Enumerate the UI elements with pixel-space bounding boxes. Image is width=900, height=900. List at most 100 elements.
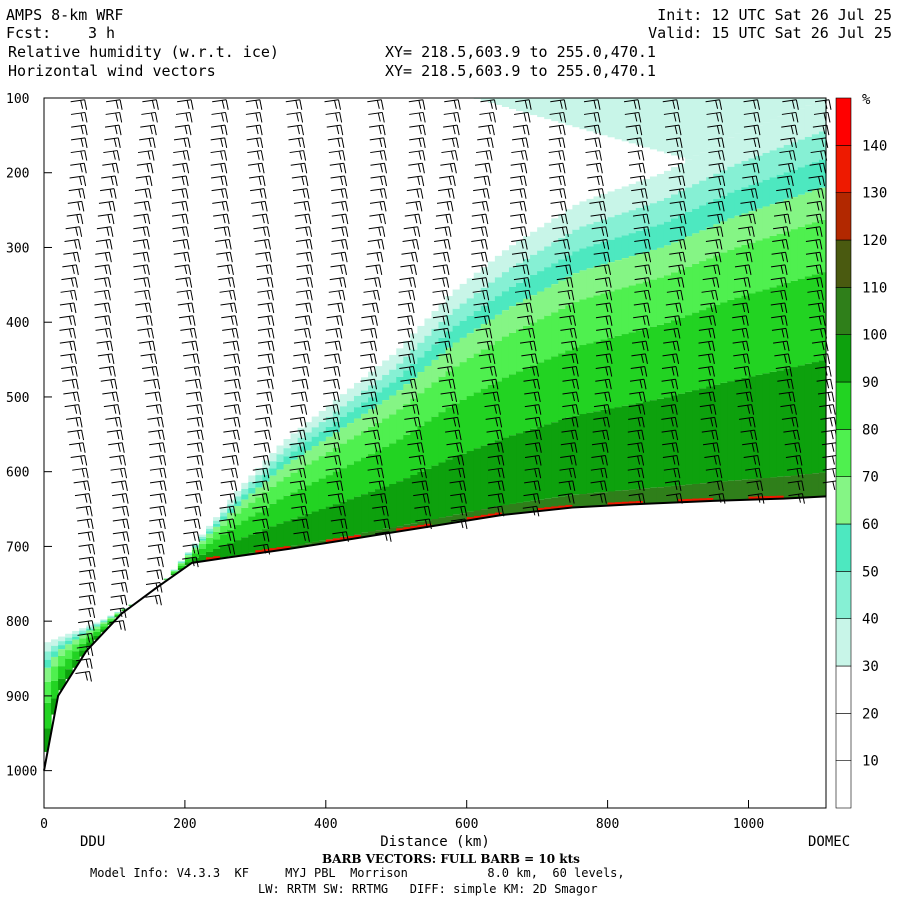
rh-cell xyxy=(776,174,785,202)
barb-flag xyxy=(822,315,826,326)
rh-cell xyxy=(776,98,785,117)
barb-flag xyxy=(520,150,524,160)
rh-cell xyxy=(276,469,285,482)
wind-barb xyxy=(103,150,120,161)
wind-barb xyxy=(135,175,153,187)
wind-barb xyxy=(95,327,113,339)
barb-flag xyxy=(88,557,92,567)
barb-flag xyxy=(225,252,229,262)
barb-flag xyxy=(569,264,573,276)
barb-flag xyxy=(194,493,198,503)
barb-shaft xyxy=(70,150,85,154)
barb-shaft xyxy=(742,162,758,166)
rh-cell xyxy=(396,409,404,440)
barb-flag xyxy=(529,341,533,351)
rh-cell xyxy=(86,628,94,631)
wind-barb xyxy=(552,226,569,237)
barb-flag xyxy=(520,239,524,249)
barb-flag xyxy=(414,252,418,263)
barb-shaft xyxy=(590,213,605,217)
rh-cell xyxy=(649,400,658,488)
barb-flag xyxy=(409,379,413,389)
barb-flag xyxy=(304,506,308,517)
rh-cell xyxy=(727,137,736,167)
barb-flag xyxy=(111,213,115,225)
barb-flag xyxy=(80,213,84,225)
barb-shaft xyxy=(147,556,162,560)
barb-flag xyxy=(418,213,422,225)
rh-cell xyxy=(389,484,397,528)
rh-cell xyxy=(635,207,644,231)
barb-flag xyxy=(337,303,341,313)
barb-flag xyxy=(300,163,304,173)
wind-barb xyxy=(632,200,649,212)
barb-flag xyxy=(69,341,73,351)
barb-flag xyxy=(415,391,419,403)
barb-shaft xyxy=(433,251,448,255)
wind-barb xyxy=(525,429,542,441)
rh-cell xyxy=(459,362,468,400)
barb-shaft xyxy=(97,353,112,357)
barb-shaft xyxy=(257,315,272,319)
barb-shaft xyxy=(70,137,86,141)
rh-cell xyxy=(403,434,411,479)
barb-shaft xyxy=(770,289,785,293)
wind-barb xyxy=(137,150,155,161)
wind-barb xyxy=(550,200,567,212)
barb-flag xyxy=(119,112,123,123)
barb-flag xyxy=(300,392,304,402)
barb-shaft xyxy=(331,238,346,242)
rh-cell xyxy=(100,626,109,630)
wind-barb xyxy=(770,302,788,314)
rh-cell xyxy=(65,637,73,641)
barb-flag xyxy=(112,201,116,212)
barb-flag xyxy=(335,112,339,122)
rh-cell xyxy=(741,161,750,188)
wind-barb xyxy=(324,353,341,364)
wind-barb xyxy=(171,200,189,212)
barb-shaft xyxy=(94,289,109,293)
barb-flag xyxy=(230,481,234,491)
barb-flag xyxy=(595,150,598,160)
wind-barb xyxy=(78,620,95,631)
wind-barb xyxy=(186,467,204,479)
wind-barb xyxy=(172,238,190,250)
barb-flag xyxy=(265,506,269,517)
barb-flag xyxy=(638,163,642,173)
barb-flag xyxy=(788,392,792,402)
barb-flag xyxy=(567,493,571,503)
barb-shaft xyxy=(136,162,152,166)
wind-barb xyxy=(216,251,233,263)
wind-barb xyxy=(139,137,156,148)
rh-cell xyxy=(544,498,552,511)
barb-flag xyxy=(142,252,146,262)
barb-shaft xyxy=(134,289,149,293)
barb-flag xyxy=(108,264,112,276)
barb-flag xyxy=(609,302,613,314)
barb-shaft xyxy=(628,162,644,166)
barb-shaft xyxy=(62,264,77,268)
rh-cell xyxy=(642,178,651,206)
barb-flag xyxy=(73,353,77,364)
wind-barb xyxy=(627,150,645,161)
barb-flag xyxy=(373,341,377,352)
rh-cell xyxy=(311,482,320,512)
rh-cell xyxy=(304,464,313,486)
station-left: DDU xyxy=(80,834,106,850)
barb-shaft xyxy=(296,238,311,242)
barb-flag xyxy=(493,366,497,377)
barb-shaft xyxy=(781,416,797,420)
barb-flag xyxy=(151,150,155,161)
barb-flag xyxy=(300,506,304,516)
rh-cell xyxy=(706,386,714,483)
barb-flag xyxy=(562,239,566,249)
barb-flag xyxy=(674,417,678,428)
rh-cell xyxy=(220,512,228,517)
barb-shaft xyxy=(743,150,758,154)
wind-barb xyxy=(246,124,263,136)
rh-cell xyxy=(663,275,672,323)
barb-shaft xyxy=(323,442,339,446)
wind-barb xyxy=(699,391,716,403)
barb-flag xyxy=(231,328,235,338)
colorbar-label: 90 xyxy=(862,375,879,391)
